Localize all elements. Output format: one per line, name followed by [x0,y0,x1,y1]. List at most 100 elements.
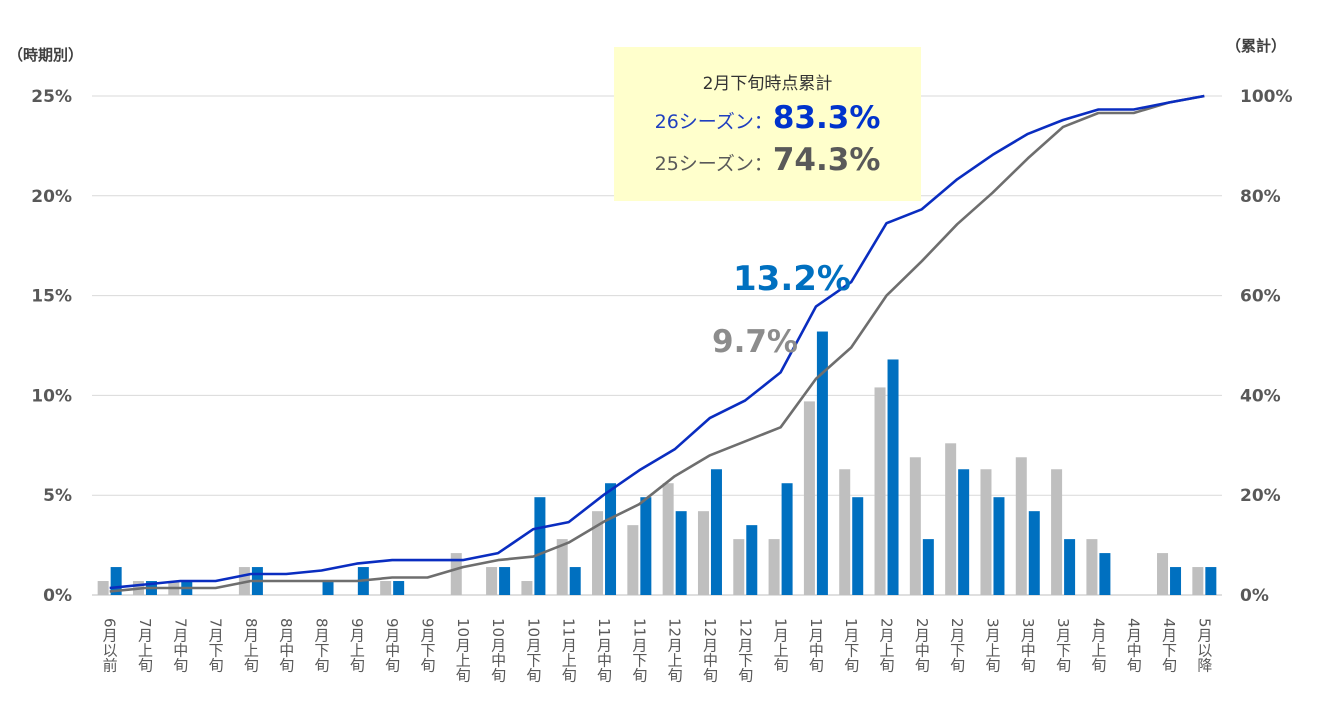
category-label: 9月中旬 [383,618,401,674]
bar-26 [958,469,970,595]
category-label: 10月中旬 [489,618,507,683]
bar-25 [1086,539,1098,595]
bar-26 [110,567,122,595]
category-label: 5月以降 [1195,618,1213,673]
category-label: 9月下旬 [418,618,436,674]
category-label: 8月上旬 [242,618,260,674]
callout-heading: 2月下旬時点累計 [702,74,833,94]
category-label: 10月下旬 [524,618,542,683]
bar-25 [450,553,462,595]
category-label: 1月上旬 [772,618,790,674]
bar-26 [640,497,652,595]
category-label: 7月中旬 [171,618,189,674]
left-tick-label: 10% [31,386,72,406]
left-axis-title: （時期別） [8,46,84,64]
bar-25 [980,469,992,595]
category-label: 11月上旬 [560,618,578,683]
category-label: 1月中旬 [807,618,825,674]
bar-26 [746,525,758,595]
category-label: 4月中旬 [1125,618,1143,674]
line-cumulative-25 [109,94,1205,593]
bar-25 [380,581,392,595]
bar-26 [569,567,581,595]
bar-25 [733,539,745,595]
category-label: 8月下旬 [313,618,331,674]
left-tick-label: 25% [31,87,72,107]
category-label: 7月下旬 [207,618,225,674]
bar-26 [499,567,511,595]
callout-26-label: 26シーズン： [654,111,773,133]
category-label: 2月上旬 [878,618,896,674]
category-label: 3月下旬 [1054,618,1072,674]
bar-26 [1099,553,1111,595]
bar-25 [662,483,674,595]
bar-25 [1051,469,1063,595]
bar-25 [1015,457,1027,595]
category-label: 12月中旬 [701,618,719,683]
right-axis-title: （累計） [1226,37,1287,55]
peak-annotation-25: 9.7% [712,324,798,360]
right-tick-label: 40% [1240,386,1281,406]
bar-25 [1157,553,1169,595]
bar-25 [1192,567,1204,595]
callout-row-25: 25シーズン：74.3% [614,142,921,178]
bar-25 [874,387,886,595]
bar-26 [322,581,334,595]
bar-26 [710,469,722,595]
bar-25 [697,511,709,595]
callout-row-26: 26シーズン：83.3% [614,100,921,136]
bar-25 [945,443,957,595]
bar-25 [768,539,780,595]
category-label: 9月上旬 [348,618,366,674]
category-label: 3月上旬 [983,618,1001,674]
peak-annotation-26: 13.2% [733,259,851,299]
callout-25-value: 74.3% [772,142,881,178]
left-tick-label: 5% [43,486,72,506]
category-label: 2月中旬 [913,618,931,674]
bar-26 [605,483,617,595]
bar-26 [1028,511,1040,595]
bar-25 [839,469,851,595]
bar-25 [627,525,639,595]
bar-25 [486,567,498,595]
bar-26 [534,497,546,595]
cumulative-lines [109,94,1205,593]
bar-25 [909,457,921,595]
category-label: 11月下旬 [630,618,648,683]
axes: 0% 5% 10% 15% 20% 25% 0% 20% 40% 60% 80% 100% 6月以前 7月… [31,87,1292,683]
category-label: 1月下旬 [842,618,860,674]
right-tick-label: 0% [1240,586,1269,606]
category-label: 11月中旬 [595,618,613,683]
category-label: 3月中旬 [1019,618,1037,674]
bar-25 [556,539,568,595]
bar-26 [1170,567,1182,595]
callout-26-value: 83.3% [772,100,881,136]
bar-26 [993,497,1005,595]
category-label: 12月下旬 [736,618,754,683]
bar-26 [887,359,899,595]
category-label: 2月下旬 [948,618,966,674]
bar-26 [922,539,934,595]
category-label: 8月中旬 [277,618,295,674]
line-cumulative-26 [109,94,1205,590]
bar-26 [816,331,828,595]
bar-25 [592,511,604,595]
right-tick-label: 60% [1240,287,1281,307]
bar-25 [521,581,533,595]
left-tick-label: 0% [43,586,72,606]
bar-26 [852,497,864,595]
callout-box: 2月下旬時点累計 26シーズン：83.3% 25シーズン：74.3% [614,47,921,201]
bars [97,331,1217,595]
callout-25-label: 25シーズン： [654,153,773,175]
left-tick-label: 15% [31,287,72,307]
bar-26 [393,581,405,595]
category-label: 7月上旬 [136,618,154,674]
category-label: 4月下旬 [1160,618,1178,674]
bar-26 [781,483,793,595]
bar-25 [803,401,815,595]
left-tick-label: 20% [31,187,72,207]
right-tick-label: 80% [1240,187,1281,207]
bar-26 [1205,567,1217,595]
category-label: 10月上旬 [454,618,472,683]
